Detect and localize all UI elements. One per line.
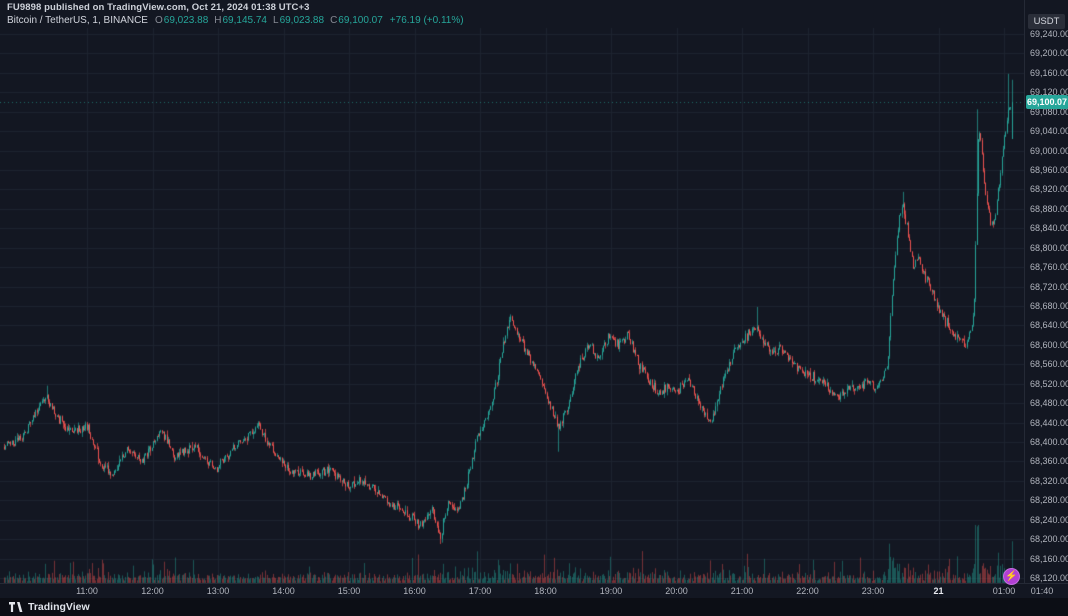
symbol-title: Bitcoin / TetherUS, 1, BINANCE [7, 15, 148, 26]
price-tick-label: 68,960.00 [1030, 164, 1068, 175]
time-tick-label: 01:40 [1030, 586, 1054, 596]
time-tick-label: 15:00 [337, 586, 361, 596]
candlestick-chart[interactable] [0, 0, 1024, 616]
time-tick-label: 16:00 [403, 586, 426, 596]
price-tick-label: 68,920.00 [1030, 184, 1068, 195]
ohlc-h: H 69,145.74 [214, 15, 267, 26]
time-tick-label: 14:00 [272, 586, 295, 596]
price-tick-label: 68,640.00 [1030, 320, 1068, 331]
price-tick-label: 68,480.00 [1030, 398, 1068, 409]
ohlc-readout: O 69,023.88 H 69,145.74 L 69,023.88 C 69,100.07 [155, 15, 383, 26]
time-tick-label: 11:00 [76, 586, 98, 596]
price-tick-label: 68,160.00 [1030, 553, 1068, 564]
price-tick-label: 69,120.00 [1030, 87, 1068, 98]
price-tick-label: 68,560.00 [1030, 359, 1068, 370]
time-tick-label: 20:00 [665, 586, 688, 596]
attribution: FU9898 published on TradingView.com, Oct… [7, 2, 310, 13]
ohlc-o: O 69,023.88 [154, 15, 209, 26]
tradingview-logo-icon[interactable] [9, 602, 23, 612]
price-tick-label: 68,200.00 [1030, 534, 1068, 545]
price-tick-label: 68,800.00 [1030, 242, 1068, 253]
price-tick-label: 68,320.00 [1030, 475, 1068, 486]
time-tick-label: 01:00 [992, 586, 1016, 596]
time-tick-label: 19:00 [599, 586, 623, 596]
price-tick-label: 68,520.00 [1030, 378, 1068, 389]
price-tick-label: 69,200.00 [1030, 48, 1068, 59]
price-tick-label: 69,240.00 [1030, 29, 1068, 39]
price-tick-label: 68,280.00 [1030, 495, 1068, 506]
time-tick-label: 12:00 [141, 586, 164, 596]
price-tick-label: 68,760.00 [1030, 262, 1068, 273]
price-tick-label: 68,840.00 [1030, 223, 1068, 234]
price-tick-label: 68,600.00 [1030, 339, 1068, 350]
footer-bar: TradingView [0, 598, 1068, 616]
time-tick-label: 13:00 [206, 586, 230, 596]
price-tick-label: 68,120.00 [1030, 572, 1068, 583]
time-tick-label: 23:00 [861, 586, 885, 596]
currency-button[interactable]: USDT [1028, 14, 1065, 29]
time-tick-label: 22:00 [796, 586, 819, 596]
price-tick-label: 69,000.00 [1030, 145, 1068, 156]
boost-badge[interactable]: ⚡ [1003, 568, 1020, 585]
price-axis[interactable]: USDT 69,100.07 68,120.00 68,160.00 68,200.… [1024, 0, 1068, 583]
price-tick-label: 68,360.00 [1030, 456, 1068, 467]
price-tick-label: 68,720.00 [1030, 281, 1068, 292]
symbol-legend: Bitcoin / TetherUS, 1, BINANCE O 69,023.8… [7, 15, 464, 26]
ohlc-l: L 69,023.88 [273, 15, 325, 26]
price-tick-label: 68,400.00 [1030, 436, 1068, 447]
last-price-badge: 69,100.07 [1026, 94, 1068, 109]
time-tick-label: 21:00 [730, 586, 754, 596]
price-tick-label: 68,880.00 [1030, 203, 1068, 214]
price-tick-label: 69,160.00 [1030, 67, 1068, 78]
time-tick-label: 17:00 [468, 586, 492, 596]
price-tick-label: 68,680.00 [1030, 300, 1068, 311]
price-tick-label: 69,080.00 [1030, 106, 1068, 117]
price-tick-label: 68,240.00 [1030, 514, 1068, 525]
price-tick-label: 68,440.00 [1030, 417, 1068, 428]
price-tick-label: 69,040.00 [1030, 126, 1068, 137]
time-tick-label: 18:00 [534, 586, 557, 596]
ohlc-c: C 69,100.07 [330, 15, 383, 26]
time-tick-label: 21 [933, 586, 944, 596]
time-axis[interactable]: 11:00 12:00 13:00 14:00 15:00 16:00 17:00 18:00… [0, 583, 1068, 599]
tradingview-brand[interactable]: TradingView [28, 601, 90, 613]
price-change: +76.19 (+0.11%) [389, 15, 464, 26]
